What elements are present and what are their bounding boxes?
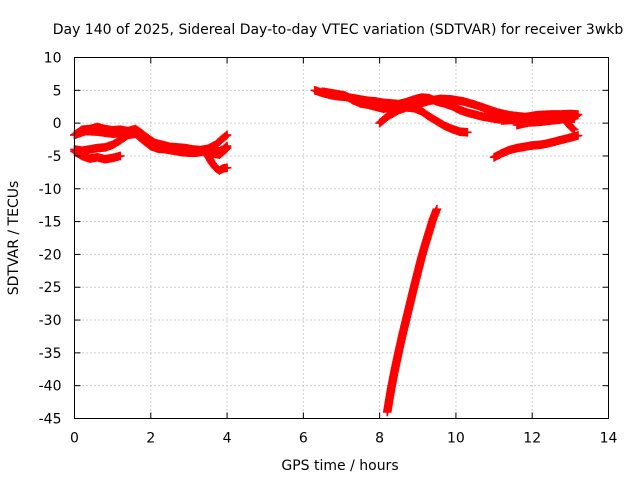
- y-tick-label: -15: [39, 215, 62, 231]
- series-track-f: [207, 141, 232, 156]
- axis-ticks: [74, 57, 609, 419]
- grid-lines: [74, 57, 609, 419]
- x-tick-label: 4: [223, 431, 232, 447]
- y-tick-label: -45: [39, 412, 62, 428]
- y-tick-label: -20: [39, 247, 62, 263]
- x-tick-label: 12: [523, 431, 541, 447]
- plot-frame: [74, 57, 609, 419]
- y-axis-label: SDTVAR / TECUs: [6, 181, 22, 296]
- series-marks: [70, 86, 583, 417]
- series-track-d: [70, 126, 129, 140]
- x-tick-label: 0: [70, 431, 79, 447]
- y-tick-label: 5: [53, 83, 62, 99]
- chart-title: Day 140 of 2025, Sidereal Day-to-day VTE…: [53, 22, 624, 38]
- y-tick-label: -40: [39, 379, 62, 395]
- y-tick-label: -10: [39, 182, 62, 198]
- series-track-e: [203, 151, 232, 175]
- y-tick-label: -5: [48, 149, 62, 165]
- series-track-l: [497, 109, 583, 134]
- y-tick-label: -30: [39, 313, 62, 329]
- x-axis-label: GPS time / hours: [281, 458, 398, 474]
- y-tick-label: 10: [44, 51, 62, 67]
- x-tick-labels: 0 2 4 6 8 10 12 14: [70, 431, 617, 447]
- y-tick-label: -35: [39, 346, 62, 362]
- x-tick-label: 8: [375, 431, 384, 447]
- x-tick-label: 2: [146, 431, 155, 447]
- x-tick-label: 14: [600, 431, 618, 447]
- series-track-m: [382, 204, 442, 417]
- series-track-j: [489, 131, 583, 162]
- y-tick-label: -25: [39, 280, 62, 296]
- x-tick-label: 10: [447, 431, 465, 447]
- y-tick-labels: 10 5 0 -5 -10 -15 -20 -25 -30 -35 -40 -45: [39, 51, 62, 428]
- x-tick-label: 6: [299, 431, 308, 447]
- y-tick-label: 0: [53, 116, 62, 132]
